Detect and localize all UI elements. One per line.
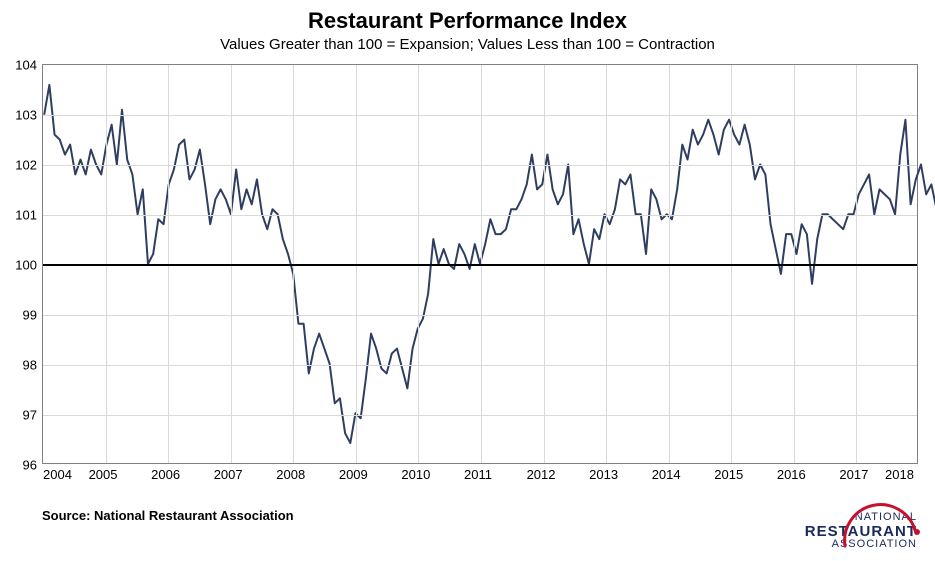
x-tick-label: 2016 [777,463,806,482]
reference-line [43,264,917,266]
gridline-h [43,315,917,316]
x-tick-label: 2007 [214,463,243,482]
x-tick-label: 2006 [151,463,180,482]
chart-subtitle: Values Greater than 100 = Expansion; Val… [0,34,935,53]
chart-title: Restaurant Performance Index [0,0,935,34]
x-tick-label: 2012 [527,463,556,482]
logo-arc-icon [833,496,923,556]
y-tick-label: 99 [23,308,43,323]
x-tick-label: 2010 [401,463,430,482]
source-label: Source: National Restaurant Association [42,508,294,523]
gridline-h [43,165,917,166]
gridline-h [43,365,917,366]
y-tick-label: 96 [23,458,43,473]
x-tick-label: 2004 [43,463,72,482]
x-tick-label: 2009 [339,463,368,482]
x-tick-label: 2014 [652,463,681,482]
y-tick-label: 100 [15,258,43,273]
x-tick-label: 2008 [276,463,305,482]
nra-logo: NATIONAL RESTAURANT ASSOCIATION [805,512,917,551]
x-tick-label: 2013 [589,463,618,482]
gridline-h [43,415,917,416]
gridline-h [43,215,917,216]
x-tick-label: 2015 [714,463,743,482]
x-tick-label: 2005 [89,463,118,482]
x-tick-label: 2018 [885,463,914,482]
chart-container: Restaurant Performance Index Values Grea… [0,0,935,561]
x-tick-label: 2017 [839,463,868,482]
y-tick-label: 98 [23,358,43,373]
y-tick-label: 97 [23,408,43,423]
y-tick-label: 101 [15,208,43,223]
plot-area: 9697989910010110210310420042005200620072… [42,64,918,464]
y-tick-label: 102 [15,158,43,173]
y-tick-label: 103 [15,108,43,123]
y-tick-label: 104 [15,58,43,73]
gridline-h [43,115,917,116]
x-tick-label: 2011 [464,463,492,482]
